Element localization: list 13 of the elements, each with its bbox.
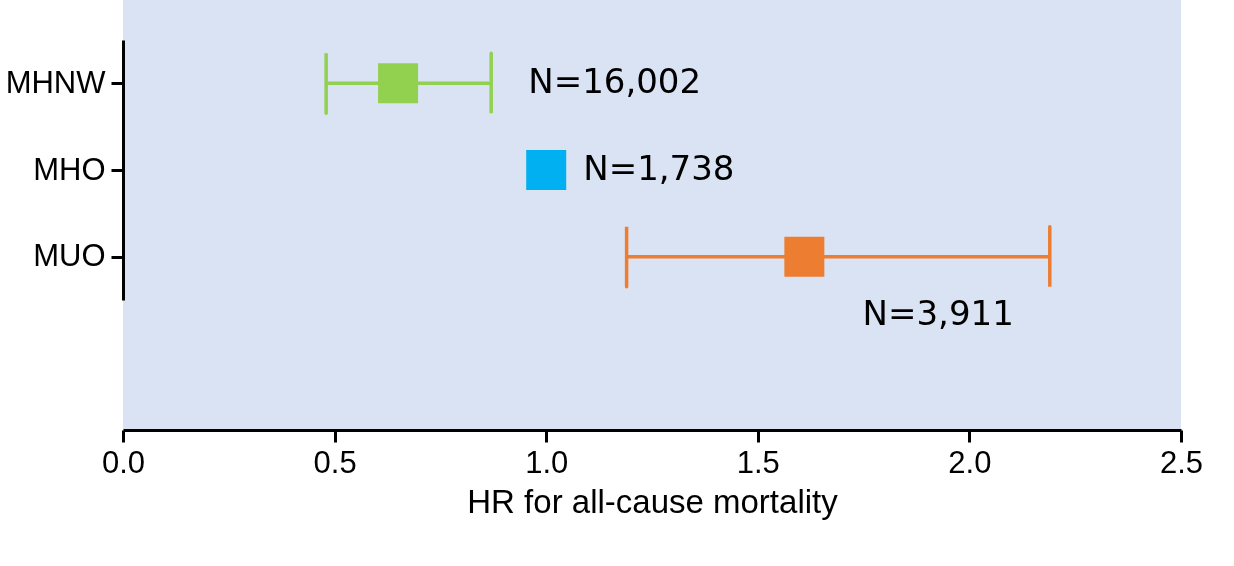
annotation: N=1,738 — [583, 148, 735, 188]
x-tick-label: 0.0 — [101, 444, 146, 480]
x-tick-label: 1.0 — [525, 444, 569, 480]
x-axis-title: HR for all-cause mortality — [467, 482, 839, 520]
x-tick-label: 1.5 — [736, 444, 780, 480]
annotation: N=16,002 — [528, 61, 702, 102]
annotation: N=3,911 — [862, 292, 1014, 333]
x-tick-label: 2.0 — [948, 444, 992, 480]
x-tick-label: 0.5 — [313, 444, 357, 480]
y-tick-label: MHO — [33, 151, 106, 187]
x-tick-label: 2.5 — [1159, 444, 1204, 480]
y-tick-label: MHNW — [5, 64, 107, 100]
y-tick-label: MUO — [33, 238, 106, 274]
